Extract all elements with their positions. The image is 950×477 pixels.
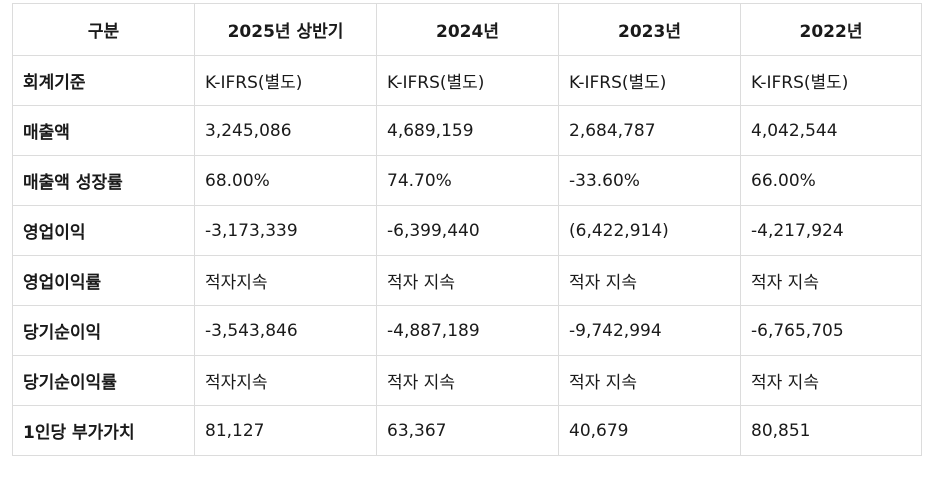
table-cell: 74.70% (376, 155, 559, 206)
table-cell: 81,127 (194, 405, 377, 456)
table-cell: 적자지속 (194, 255, 377, 306)
table-cell: 63,367 (376, 405, 559, 456)
table-cell: 적자 지속 (740, 255, 922, 306)
table-cell: 40,679 (558, 405, 741, 456)
table-cell: -9,742,994 (558, 305, 741, 356)
table-cell: 2,684,787 (558, 105, 741, 156)
financial-summary-table: 구분 2025년 상반기 2024년 2023년 2022년 회계기준 K-IF… (12, 3, 922, 456)
table-cell: -3,543,846 (194, 305, 377, 356)
table-cell: 적자 지속 (558, 355, 741, 406)
table-cell: K-IFRS(별도) (740, 55, 922, 106)
table-cell: 4,689,159 (376, 105, 559, 156)
row-label: 1인당 부가가치 (12, 405, 195, 456)
row-label: 매출액 (12, 105, 195, 156)
table-cell: K-IFRS(별도) (376, 55, 559, 106)
header-row: 구분 2025년 상반기 2024년 2023년 2022년 (12, 3, 922, 56)
table-cell: 3,245,086 (194, 105, 377, 156)
table-cell: K-IFRS(별도) (558, 55, 741, 106)
table-cell: 적자 지속 (376, 255, 559, 306)
table-cell: -33.60% (558, 155, 741, 206)
table-cell: -6,399,440 (376, 205, 559, 256)
row-label: 영업이익 (12, 205, 195, 256)
table-cell: 적자 지속 (376, 355, 559, 406)
row-label: 당기순이익 (12, 305, 195, 356)
financial-table-container: 구분 2025년 상반기 2024년 2023년 2022년 회계기준 K-IF… (12, 3, 922, 456)
row-label: 매출액 성장률 (12, 155, 195, 206)
header-category: 구분 (12, 3, 195, 56)
table-cell: -3,173,339 (194, 205, 377, 256)
header-2022: 2022년 (740, 3, 922, 56)
table-cell: -4,217,924 (740, 205, 922, 256)
table-cell: 68.00% (194, 155, 377, 206)
row-label: 회계기준 (12, 55, 195, 106)
table-cell: 66.00% (740, 155, 922, 206)
table-row-net-margin: 당기순이익률 적자지속 적자 지속 적자 지속 적자 지속 (12, 355, 922, 406)
table-row-operating-profit: 영업이익 -3,173,339 -6,399,440 (6,422,914) -… (12, 205, 922, 256)
row-label: 당기순이익률 (12, 355, 195, 406)
table-cell: -6,765,705 (740, 305, 922, 356)
table-cell: (6,422,914) (558, 205, 741, 256)
table-cell: 4,042,544 (740, 105, 922, 156)
header-2023: 2023년 (558, 3, 741, 56)
header-2025-h1: 2025년 상반기 (194, 3, 377, 56)
table-row-value-added-per-capita: 1인당 부가가치 81,127 63,367 40,679 80,851 (12, 405, 922, 456)
table-cell: 적자지속 (194, 355, 377, 406)
table-cell: 적자 지속 (740, 355, 922, 406)
table-cell: 적자 지속 (558, 255, 741, 306)
row-label: 영업이익률 (12, 255, 195, 306)
table-row-revenue-growth: 매출액 성장률 68.00% 74.70% -33.60% 66.00% (12, 155, 922, 206)
header-2024: 2024년 (376, 3, 559, 56)
table-cell: 80,851 (740, 405, 922, 456)
table-row-operating-margin: 영업이익률 적자지속 적자 지속 적자 지속 적자 지속 (12, 255, 922, 306)
table-row-accounting-standard: 회계기준 K-IFRS(별도) K-IFRS(별도) K-IFRS(별도) K-… (12, 55, 922, 106)
table-cell: -4,887,189 (376, 305, 559, 356)
table-row-net-income: 당기순이익 -3,543,846 -4,887,189 -9,742,994 -… (12, 305, 922, 356)
table-cell: K-IFRS(별도) (194, 55, 377, 106)
table-row-revenue: 매출액 3,245,086 4,689,159 2,684,787 4,042,… (12, 105, 922, 156)
